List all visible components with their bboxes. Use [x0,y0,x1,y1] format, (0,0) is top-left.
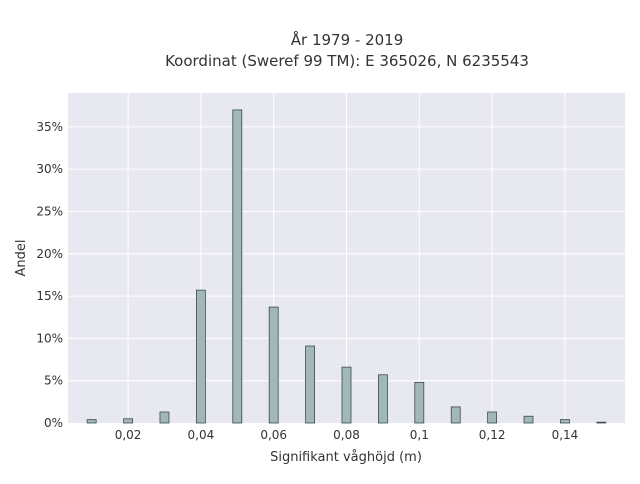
histogram-bar [159,411,170,424]
x-tick-label: 0,04 [188,428,215,442]
histogram-bar [487,411,498,424]
x-tick-label: 0,1 [410,428,429,442]
y-tick-label: 0% [44,416,63,430]
y-tick-label: 20% [36,247,63,261]
histogram-bar [305,345,315,424]
y-tick-label: 25% [36,204,63,218]
histogram-bar [414,381,425,424]
x-axis-label: Signifikant våghöjd (m) [270,450,422,465]
histogram-bar [232,109,243,424]
histogram-bar [523,415,534,424]
histogram-bar [378,374,388,424]
y-tick-label: 10% [36,331,63,345]
y-axis-label: Andel [14,240,29,277]
chart-title-line1: År 1979 - 2019 [291,30,404,49]
chart-title-line2: Koordinat (Sweref 99 TM): E 365026, N 62… [165,52,529,70]
y-tick-label: 15% [36,289,63,303]
x-tick-label: 0,02 [115,428,142,442]
y-axis-ticks: 0% 5% 10% 15% 20% 25% 30% 35% [36,120,63,430]
x-tick-label: 0,06 [260,428,287,442]
x-axis-ticks: 0,02 0,04 0,06 0,08 0,1 0,12 0,14 [115,428,579,442]
grid-lines [68,93,625,423]
x-tick-label: 0,14 [552,428,579,442]
histogram-bar [123,418,133,424]
histogram-bar [195,289,206,424]
x-tick-label: 0,12 [479,428,506,442]
histogram-bar [341,366,352,424]
y-tick-label: 35% [36,120,63,134]
histogram-bar [596,421,607,424]
x-tick-label: 0,08 [333,428,360,442]
histogram-bar [450,406,461,424]
histogram-bar [86,419,97,424]
bars [86,109,607,424]
y-tick-label: 30% [36,162,63,176]
histogram-bar [560,419,570,424]
histogram-bar [268,306,279,424]
y-tick-label: 5% [44,374,63,388]
